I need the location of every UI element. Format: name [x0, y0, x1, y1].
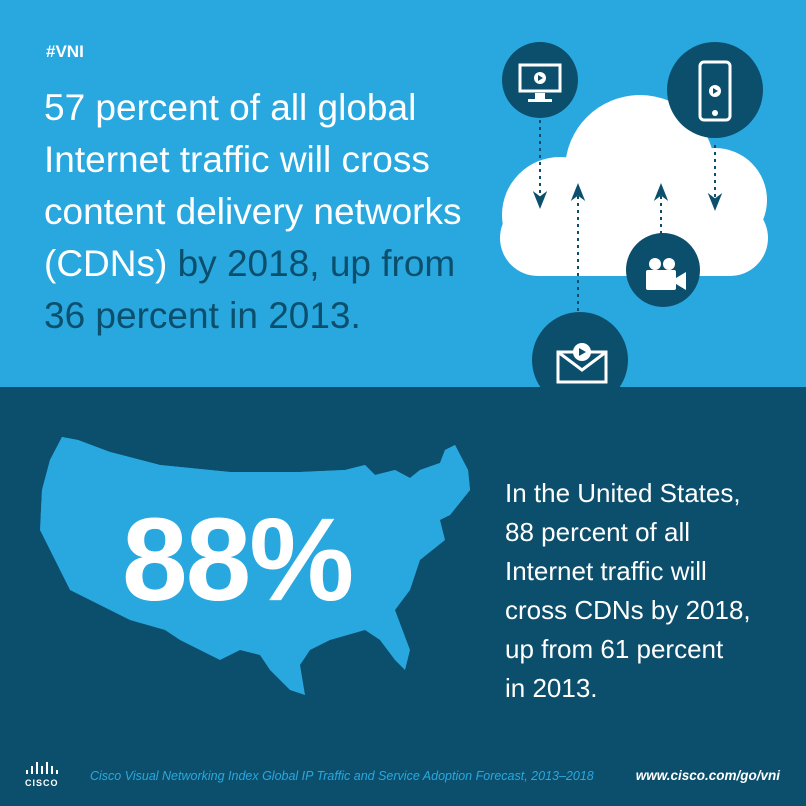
us-text-line: cross CDNs by 2018, — [505, 595, 751, 625]
phone-icon — [667, 42, 763, 138]
us-map — [40, 437, 470, 695]
source: Cisco Visual Networking Index Global IP … — [90, 769, 594, 783]
headline-line: Internet traffic will cross — [44, 139, 430, 180]
headline: 57 percent of all global Internet traffi… — [44, 82, 461, 342]
headline-part: by 2018, up from — [177, 243, 456, 284]
camera-icon — [626, 233, 700, 307]
us-text: In the United States, 88 percent of all In… — [505, 474, 751, 708]
cloud — [500, 95, 768, 276]
logo-text: CISCO — [25, 778, 59, 788]
headline-line: content delivery networks — [44, 191, 462, 232]
monitor-icon — [502, 42, 578, 118]
headline-line: (CDNs) by 2018, up from — [44, 238, 461, 290]
headline-line: 57 percent of all global — [44, 87, 417, 128]
headline-line: 36 percent in 2013. — [44, 295, 361, 336]
us-text-line: Internet traffic will — [505, 556, 707, 586]
us-text-line: in 2013. — [505, 673, 598, 703]
cisco-bars — [26, 762, 58, 774]
url[interactable]: www.cisco.com/go/vni — [635, 768, 780, 783]
us-text-line: 88 percent of all — [505, 517, 691, 547]
arrows — [532, 120, 723, 318]
us-stat: 88% — [122, 494, 354, 626]
us-text-line: In the United States, — [505, 478, 741, 508]
us-text-line: up from 61 percent — [505, 634, 724, 664]
headline-part: (CDNs) — [44, 243, 168, 284]
hashtag: #VNI — [46, 42, 84, 61]
mail-icon — [532, 312, 628, 408]
